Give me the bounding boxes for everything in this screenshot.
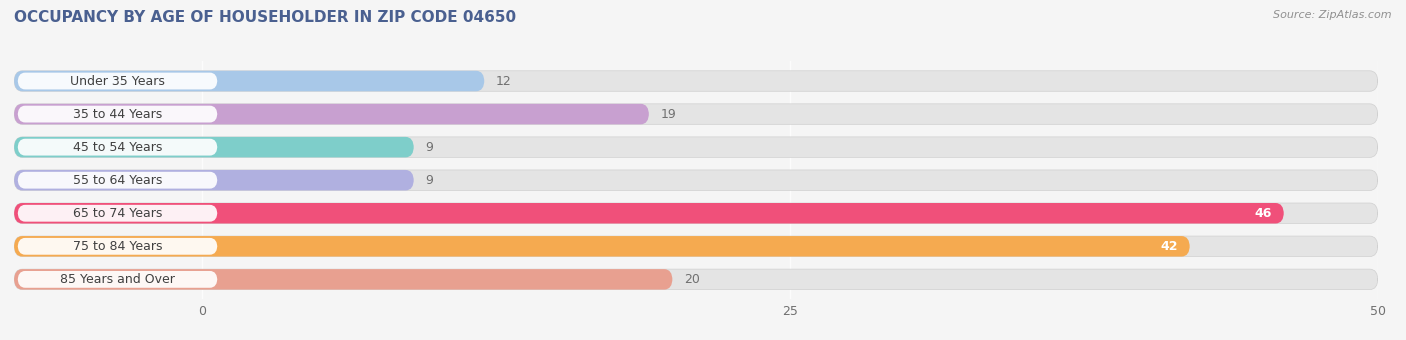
FancyBboxPatch shape [18,73,218,89]
FancyBboxPatch shape [14,203,1378,223]
FancyBboxPatch shape [14,137,413,157]
Text: Under 35 Years: Under 35 Years [70,74,165,87]
FancyBboxPatch shape [14,170,1378,190]
Text: Source: ZipAtlas.com: Source: ZipAtlas.com [1274,10,1392,20]
Text: 19: 19 [661,107,676,121]
Text: OCCUPANCY BY AGE OF HOUSEHOLDER IN ZIP CODE 04650: OCCUPANCY BY AGE OF HOUSEHOLDER IN ZIP C… [14,10,516,25]
Text: 75 to 84 Years: 75 to 84 Years [73,240,162,253]
Text: 55 to 64 Years: 55 to 64 Years [73,174,162,187]
Text: 12: 12 [496,74,512,87]
Text: 85 Years and Over: 85 Years and Over [60,273,174,286]
FancyBboxPatch shape [18,106,218,122]
FancyBboxPatch shape [14,104,650,124]
Text: 20: 20 [685,273,700,286]
FancyBboxPatch shape [18,139,218,155]
FancyBboxPatch shape [14,137,1378,157]
Text: 35 to 44 Years: 35 to 44 Years [73,107,162,121]
FancyBboxPatch shape [18,172,218,189]
FancyBboxPatch shape [14,203,1284,223]
Text: 9: 9 [426,141,433,154]
FancyBboxPatch shape [14,71,484,91]
Text: 9: 9 [426,174,433,187]
Text: 45 to 54 Years: 45 to 54 Years [73,141,162,154]
FancyBboxPatch shape [18,271,218,288]
FancyBboxPatch shape [14,104,1378,124]
Text: 46: 46 [1254,207,1272,220]
Text: 65 to 74 Years: 65 to 74 Years [73,207,162,220]
FancyBboxPatch shape [14,236,1189,257]
FancyBboxPatch shape [18,205,218,222]
FancyBboxPatch shape [14,236,1378,257]
FancyBboxPatch shape [14,269,1378,290]
Text: 42: 42 [1160,240,1178,253]
FancyBboxPatch shape [14,170,413,190]
FancyBboxPatch shape [18,238,218,255]
FancyBboxPatch shape [14,71,1378,91]
FancyBboxPatch shape [14,269,672,290]
